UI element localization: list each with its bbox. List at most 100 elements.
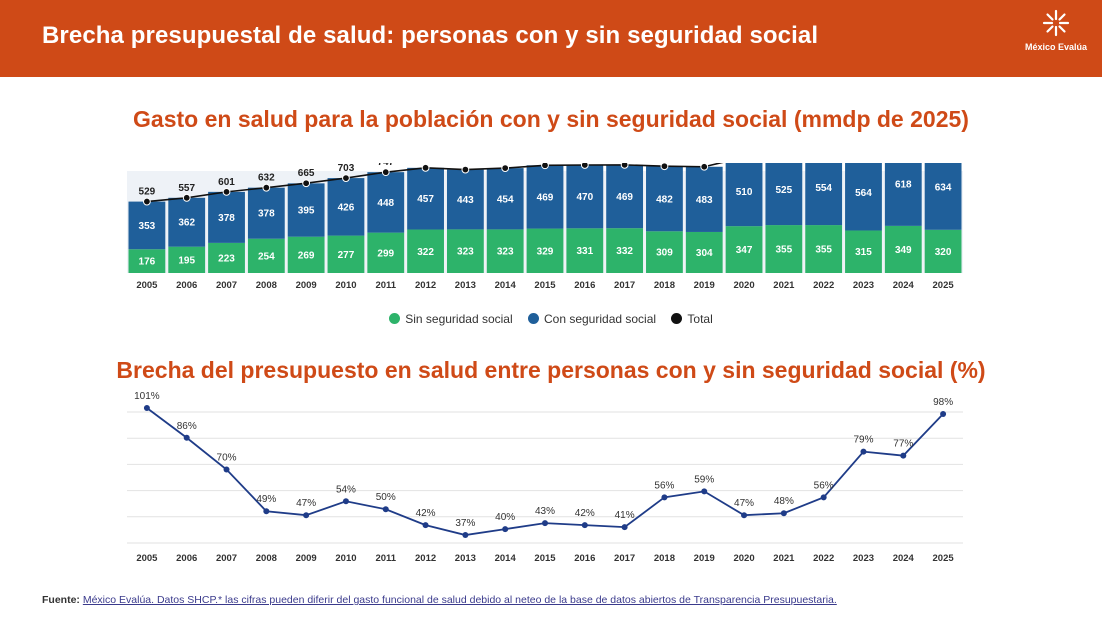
x-tick-label: 2024 <box>893 553 915 564</box>
bar-sin-seguridad <box>566 228 604 273</box>
bar-con-seguridad <box>924 163 962 230</box>
x-tick-label: 2020 <box>733 280 754 291</box>
bar-label-sin: 320 <box>935 247 952 258</box>
bar-con-seguridad <box>646 166 683 232</box>
gap-label: 41% <box>615 510 635 521</box>
x-tick-label: 2021 <box>773 553 795 564</box>
gap-point <box>780 510 787 517</box>
gap-label: 101% <box>134 392 160 402</box>
gap-point <box>422 522 429 529</box>
bar-chart-title: Gasto en salud para la población con y s… <box>133 106 969 132</box>
x-tick-label: 2005 <box>136 280 158 291</box>
gap-label: 42% <box>416 508 436 519</box>
total-point <box>421 163 430 172</box>
gap-label: 56% <box>814 480 834 491</box>
source-note: Fuente: México Evalúa. Datos SHCP.* las … <box>42 594 837 606</box>
bar-label-con: 443 <box>457 195 474 206</box>
mexico-evalua-logo: México Evalúa <box>1016 8 1096 68</box>
x-tick-label: 2016 <box>574 553 595 564</box>
x-tick-label: 2018 <box>654 280 675 291</box>
gap-label: 48% <box>774 496 794 507</box>
legend-label-con: Con seguridad social <box>543 311 657 326</box>
x-tick-label: 2014 <box>495 280 517 291</box>
x-tick-label: 2024 <box>893 280 915 291</box>
total-label: 777 <box>497 163 514 164</box>
bar-con-seguridad <box>327 178 365 236</box>
gap-point <box>143 404 150 411</box>
source-link[interactable]: México Evalúa. Datos SHCP.* las cifras p… <box>82 594 837 606</box>
total-point <box>501 164 510 173</box>
bar-con-seguridad <box>685 166 723 232</box>
bar-label-con: 469 <box>616 192 633 203</box>
x-tick-label: 2008 <box>256 280 277 291</box>
total-label: 632 <box>258 173 275 184</box>
gap-point <box>263 508 270 515</box>
bar-sin-seguridad <box>805 225 843 273</box>
bar-sin-seguridad <box>287 236 325 273</box>
bar-label-con: 457 <box>417 194 434 205</box>
bar-sin-seguridad <box>327 235 365 273</box>
bar-label-con: 482 <box>656 194 673 205</box>
bar-con-seguridad <box>884 163 922 226</box>
gap-point <box>621 524 628 531</box>
total-point <box>700 163 709 171</box>
x-tick-label: 2017 <box>614 280 635 291</box>
gap-label: 49% <box>256 494 276 505</box>
total-point <box>580 163 589 169</box>
logo-text: México Evalúa <box>1024 42 1088 52</box>
logo-icon <box>1042 9 1070 37</box>
bar-label-con: 454 <box>497 194 514 205</box>
x-tick-label: 2016 <box>574 280 595 291</box>
gap-point <box>661 494 668 501</box>
gap-point <box>342 498 349 505</box>
bar-con-seguridad <box>208 191 245 243</box>
legend-label-sin: Sin seguridad social <box>405 311 513 326</box>
gap-label: 40% <box>495 512 515 523</box>
total-point <box>302 179 311 188</box>
x-tick-label: 2008 <box>256 553 277 564</box>
x-tick-label: 2022 <box>813 553 834 564</box>
stacked-bar-chart: 176 353 2005 195 362 2006 223 378 2007 254 378 2008… <box>127 163 963 291</box>
bar-label-sin: 355 <box>815 245 832 256</box>
bar-label-con: 510 <box>736 187 753 198</box>
gap-point <box>940 410 947 417</box>
gap-point <box>860 448 867 455</box>
bar-label-sin: 299 <box>377 248 394 259</box>
x-tick-label: 2025 <box>933 553 955 564</box>
bar-con-seguridad <box>725 163 763 227</box>
bar-label-sin: 195 <box>178 255 195 266</box>
x-tick-label: 2005 <box>136 553 158 564</box>
bar-label-con: 618 <box>895 180 912 191</box>
gap-label: 42% <box>575 508 595 519</box>
total-label: 557 <box>178 183 195 194</box>
x-tick-label: 2010 <box>335 280 356 291</box>
total-point <box>620 163 629 169</box>
bar-label-con: 470 <box>576 192 593 203</box>
total-point <box>342 174 350 182</box>
gap-point <box>741 512 748 519</box>
gap-point <box>542 520 548 527</box>
bar-label-sin: 176 <box>139 257 156 268</box>
x-tick-label: 2013 <box>455 280 476 291</box>
bar-con-seguridad <box>526 165 564 229</box>
bar-sin-seguridad <box>247 238 285 273</box>
bar-label-sin: 355 <box>776 245 793 256</box>
bar-label-sin: 254 <box>258 251 275 262</box>
bar-con-seguridad <box>606 164 644 229</box>
bar-sin-seguridad <box>486 229 524 273</box>
bar-sin-seguridad <box>446 229 484 273</box>
total-label: 766 <box>457 163 474 166</box>
gap-point <box>382 506 389 513</box>
bar-label-sin: 349 <box>895 245 912 256</box>
bar-con-seguridad <box>407 167 444 230</box>
total-point <box>660 163 669 171</box>
bar-label-sin: 332 <box>616 246 633 257</box>
legend-dot-sin <box>389 313 401 325</box>
x-tick-label: 2006 <box>176 280 197 291</box>
bar-label-sin: 269 <box>298 250 315 261</box>
x-tick-label: 2015 <box>534 280 556 291</box>
bar-con-seguridad <box>168 197 206 247</box>
page-title: Brecha presupuestal de salud: personas c… <box>42 22 819 49</box>
bar-label-con: 448 <box>377 198 394 209</box>
header-banner: Brecha presupuestal de salud: personas c… <box>0 0 1102 77</box>
